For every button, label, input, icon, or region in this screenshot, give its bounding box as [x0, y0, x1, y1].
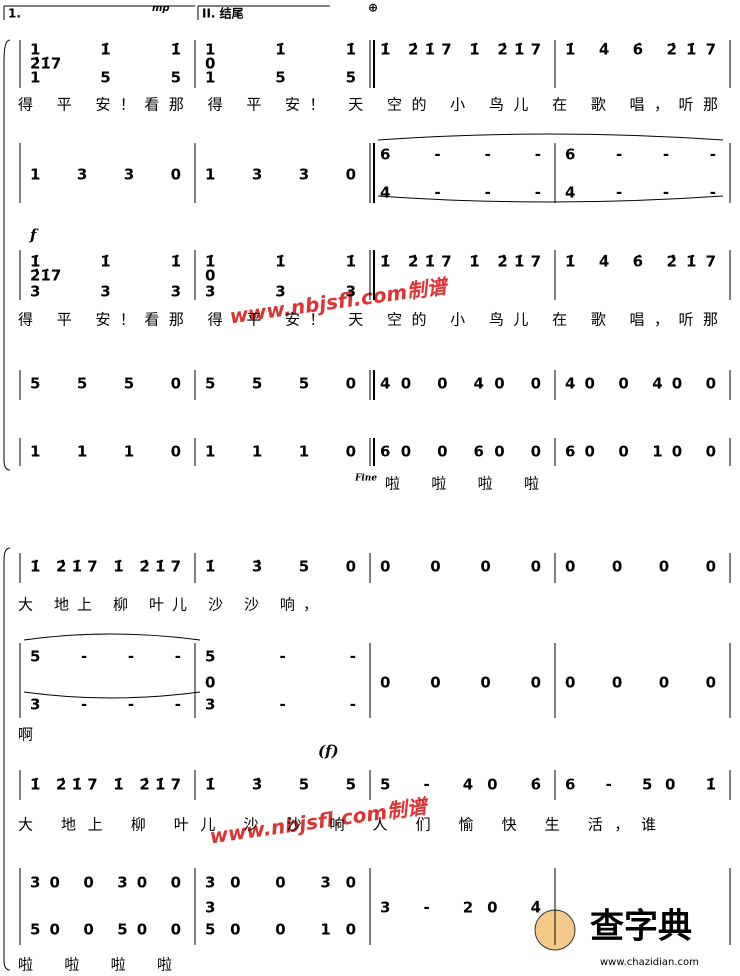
notes: 50 0 10 [205, 921, 356, 939]
notes: 1 5 5 [205, 69, 356, 87]
notes: 5 - 40 6̇ [380, 776, 541, 794]
notes: 30 0 30 [205, 874, 356, 892]
coda: ⊕ [368, 1, 378, 15]
notes: 6 - 50 1̇ [565, 776, 716, 794]
logo: 查字典 [590, 907, 692, 947]
volta: 1. [8, 7, 21, 21]
notes: 3 3 3 [205, 283, 356, 301]
dynamic: f [29, 226, 39, 244]
notes: 1̇ 4̇ 6̇ 2̇1̇7 [565, 253, 716, 271]
notes: 1̇ 3̇ 5 5 [205, 776, 356, 794]
fine: Fine [354, 474, 377, 484]
system-bracket [3, 39, 11, 471]
notes: 2̇1̇7 [30, 267, 61, 285]
lyrics: 得 平 安！看那 得 平 安！ 天 空的 小 鸟儿 在 歌 唱，听那 [18, 96, 718, 114]
notes: 1 1 1 0 [205, 443, 356, 461]
notes: 40 0 40 0 [380, 375, 541, 393]
lyrics: 大 地上 柳 叶儿 沙 沙 响 人 们 愉 快 生 活，谁 [18, 816, 656, 834]
lyrics: 啦 啦 啦 啦 [18, 956, 172, 974]
notes: 0 [205, 55, 215, 73]
tie [377, 133, 724, 203]
dynamic: mp [152, 3, 170, 14]
notes: 60 0 60 0 [380, 443, 541, 461]
notes: 3 - 20 4̇ [380, 899, 541, 917]
notes: 0 0 0 0 [380, 674, 541, 692]
notes: 6 - - - [565, 146, 716, 164]
notes: 1̇ 2̇1̇7 1̇ 2̇1̇7 [380, 253, 541, 271]
notes: 60 0 10 0 [565, 443, 716, 461]
notes: 0 [205, 674, 215, 692]
notes: 0 [205, 267, 215, 285]
lyrics: 得 平 安！看那 得 平 安！ 天 空的 小 鸟儿 在 歌 唱，听那 [18, 311, 718, 329]
system-bracket [3, 547, 11, 971]
notes: 30 0 30 0 [30, 874, 181, 892]
notes: 3 - - [205, 696, 356, 714]
notes: 5 5 5 0 [30, 375, 181, 393]
notes: 0 0 0 0 [565, 558, 716, 576]
lyrics: 啦 啦 啦 啦 [385, 475, 539, 493]
lyrics: 大 地上 柳 叶儿 沙 沙 响， [18, 596, 318, 614]
notes: 1̇ 1̇ 1̇ [205, 253, 356, 271]
notes: 1̇ 1̇ 1̇ [30, 253, 181, 271]
logo-url: www.chazidian.com [600, 957, 699, 968]
notes: 0 0 0 0 [380, 558, 541, 576]
notes: 1 3 3 0 [205, 166, 356, 184]
notes: 1 1̇ 1̇ [205, 41, 356, 59]
notes: 40 0 40 0 [565, 375, 716, 393]
notes: 1̇ 2̇1̇7 1̇ 2̇1̇7 [30, 558, 181, 576]
notes: 3 [205, 899, 215, 917]
notes: 3 3 3 [30, 283, 181, 301]
volta: II. 结尾 [202, 6, 244, 21]
notes: 5 - - [205, 648, 356, 666]
watermark: www.nbjsfl.com制谱 [208, 794, 431, 849]
notes: 6 - - - [380, 146, 541, 164]
tie [23, 633, 201, 699]
notes: 1̇ 2̇1̇7 1̇ 2̇1̇7 [380, 41, 541, 59]
notes: 50 0 50 0 [30, 921, 181, 939]
notes: 3 - - - [30, 696, 181, 714]
notes: 1 1̇ 1̇ [30, 41, 181, 59]
notes: 1 1 1 0 [30, 443, 181, 461]
notes: 5 5 5 0 [205, 375, 356, 393]
notes: 5 - - - [30, 648, 181, 666]
notes: 0 0 0 0 [565, 674, 716, 692]
notes: 1̇ 3̇ 5 0 [205, 558, 356, 576]
dynamic: (f) [318, 742, 339, 760]
notes: 4 - - - [565, 184, 716, 202]
notes: 1 3 3 0 [30, 166, 181, 184]
notes: 2̇1̇7 [30, 55, 61, 73]
notes: 4 - - - [380, 184, 541, 202]
notes: 1 5 5 [30, 69, 181, 87]
lyrics: 啊 [18, 726, 33, 744]
notes: 1̇ 4̇ 6̇ 2̇1̇7 [565, 41, 716, 59]
notes: 1̇ 2̇1̇7 1̇ 2̇1̇7 [30, 776, 181, 794]
